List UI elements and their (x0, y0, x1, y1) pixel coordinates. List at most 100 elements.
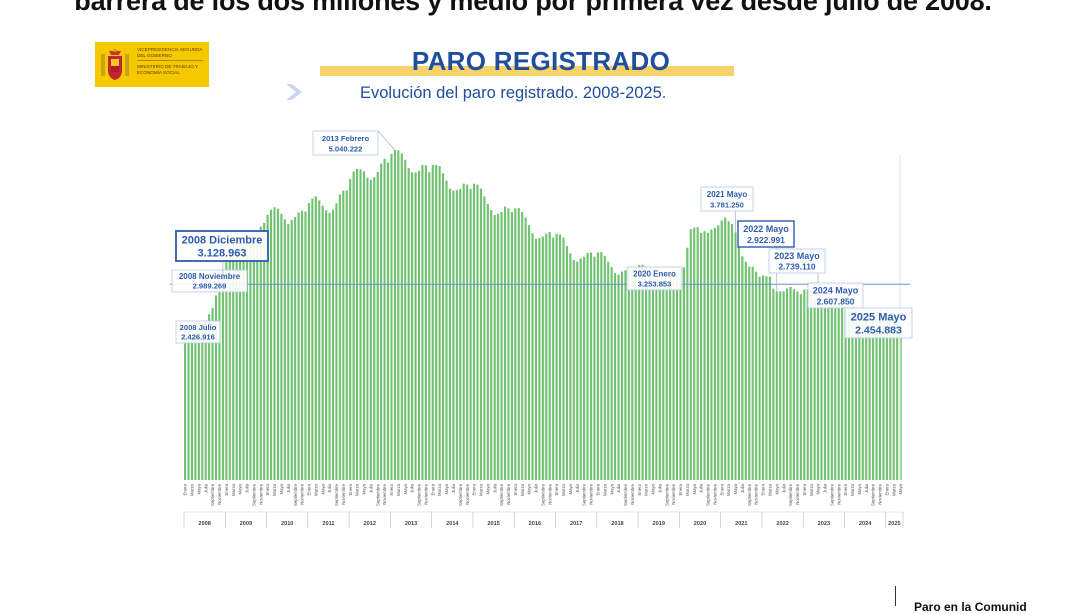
bar (476, 184, 479, 480)
bar (689, 229, 692, 480)
month-tick-label: Marzo (850, 483, 855, 496)
year-tick-label: 2013 (405, 521, 417, 527)
year-tick-label: 2011 (322, 521, 334, 527)
bar (466, 184, 469, 480)
month-tick-label: Marzo (479, 483, 484, 496)
bar (204, 321, 207, 480)
year-tick-label: 2025 (888, 521, 900, 527)
month-tick-label: Julio (368, 483, 373, 492)
bar (796, 291, 799, 480)
year-tick-label: 2021 (735, 521, 747, 527)
logo-ministerio-text: MINISTERIO DE TRABAJO Y ECONOMÍA SOCIAL (137, 64, 199, 75)
bar (620, 271, 624, 480)
month-tick-label: Noviembre (465, 483, 470, 504)
bar (579, 258, 582, 480)
month-tick-label: Septiembre (293, 483, 298, 506)
bar (624, 270, 627, 480)
bar (875, 309, 878, 480)
month-tick-label: Mayo (485, 483, 490, 494)
bar (817, 300, 820, 480)
year-tick-label: 2020 (694, 521, 706, 527)
bar (335, 203, 338, 480)
month-tick-label: Mayo (733, 483, 738, 494)
year-tick-label: 2016 (529, 521, 541, 527)
bar (806, 289, 809, 480)
bar (675, 272, 679, 480)
bar (603, 255, 606, 480)
bar (356, 168, 359, 480)
bar (717, 225, 720, 480)
bar (517, 208, 520, 480)
bar (380, 163, 383, 480)
bar (658, 282, 661, 480)
annotation-value: 3.253.853 (638, 280, 672, 289)
bar (318, 200, 321, 480)
month-tick-label: Noviembre (506, 483, 511, 504)
month-tick-label: Septiembre (251, 483, 256, 506)
month-tick-label: Marzo (809, 483, 814, 496)
bar (710, 229, 713, 480)
logo-separator (137, 60, 203, 61)
bar (201, 323, 204, 480)
annotation-label: 2022 Mayo (743, 224, 789, 234)
bar (727, 221, 730, 480)
bar (514, 208, 517, 481)
bar (483, 196, 486, 481)
bar (194, 326, 197, 480)
bar (614, 272, 617, 480)
month-tick-label: Noviembre (217, 483, 222, 504)
bar (782, 291, 785, 480)
bar (486, 204, 489, 480)
month-tick-label: Julio (575, 483, 580, 492)
year-tick-label: 2019 (653, 521, 665, 527)
bar (228, 252, 231, 480)
bar (737, 243, 740, 480)
year-tick-label: 2023 (818, 521, 830, 527)
bar (730, 224, 734, 480)
bar (600, 252, 603, 480)
month-tick-label: Julio (823, 483, 828, 492)
month-tick-label: Julio (657, 483, 662, 492)
bar (331, 209, 335, 480)
year-tick-label: 2009 (240, 521, 252, 527)
month-tick-label: Septiembre (582, 483, 587, 506)
bar (472, 183, 476, 481)
month-tick-label: Septiembre (458, 483, 463, 506)
bar (342, 190, 345, 481)
month-tick-label: Mayo (816, 483, 821, 494)
month-tick-label: Mayo (609, 483, 614, 494)
bar (830, 301, 833, 480)
bar (507, 208, 510, 480)
bar (376, 171, 379, 480)
bar (328, 212, 331, 480)
bar (565, 246, 568, 480)
bar (741, 256, 744, 480)
year-tick-label: 2014 (446, 521, 459, 527)
bar (834, 299, 837, 480)
bar (552, 237, 555, 480)
bar (541, 236, 544, 480)
bar (617, 274, 620, 480)
bar (270, 209, 273, 480)
bar (861, 312, 864, 480)
bar (225, 262, 228, 480)
year-tick-label: 2010 (281, 521, 293, 527)
bar (338, 194, 341, 480)
bar (586, 253, 589, 480)
month-tick-label: Septiembre (417, 483, 422, 506)
month-tick-label: Septiembre (706, 483, 711, 506)
bar (799, 294, 802, 480)
bar (208, 314, 211, 480)
bar (589, 252, 593, 480)
bar (510, 212, 513, 480)
bar (786, 288, 789, 480)
month-tick-label: Enero (554, 483, 559, 495)
year-tick-label: 2017 (570, 521, 582, 527)
month-tick-label: Julio (286, 483, 291, 492)
month-tick-label: Marzo (396, 483, 401, 496)
